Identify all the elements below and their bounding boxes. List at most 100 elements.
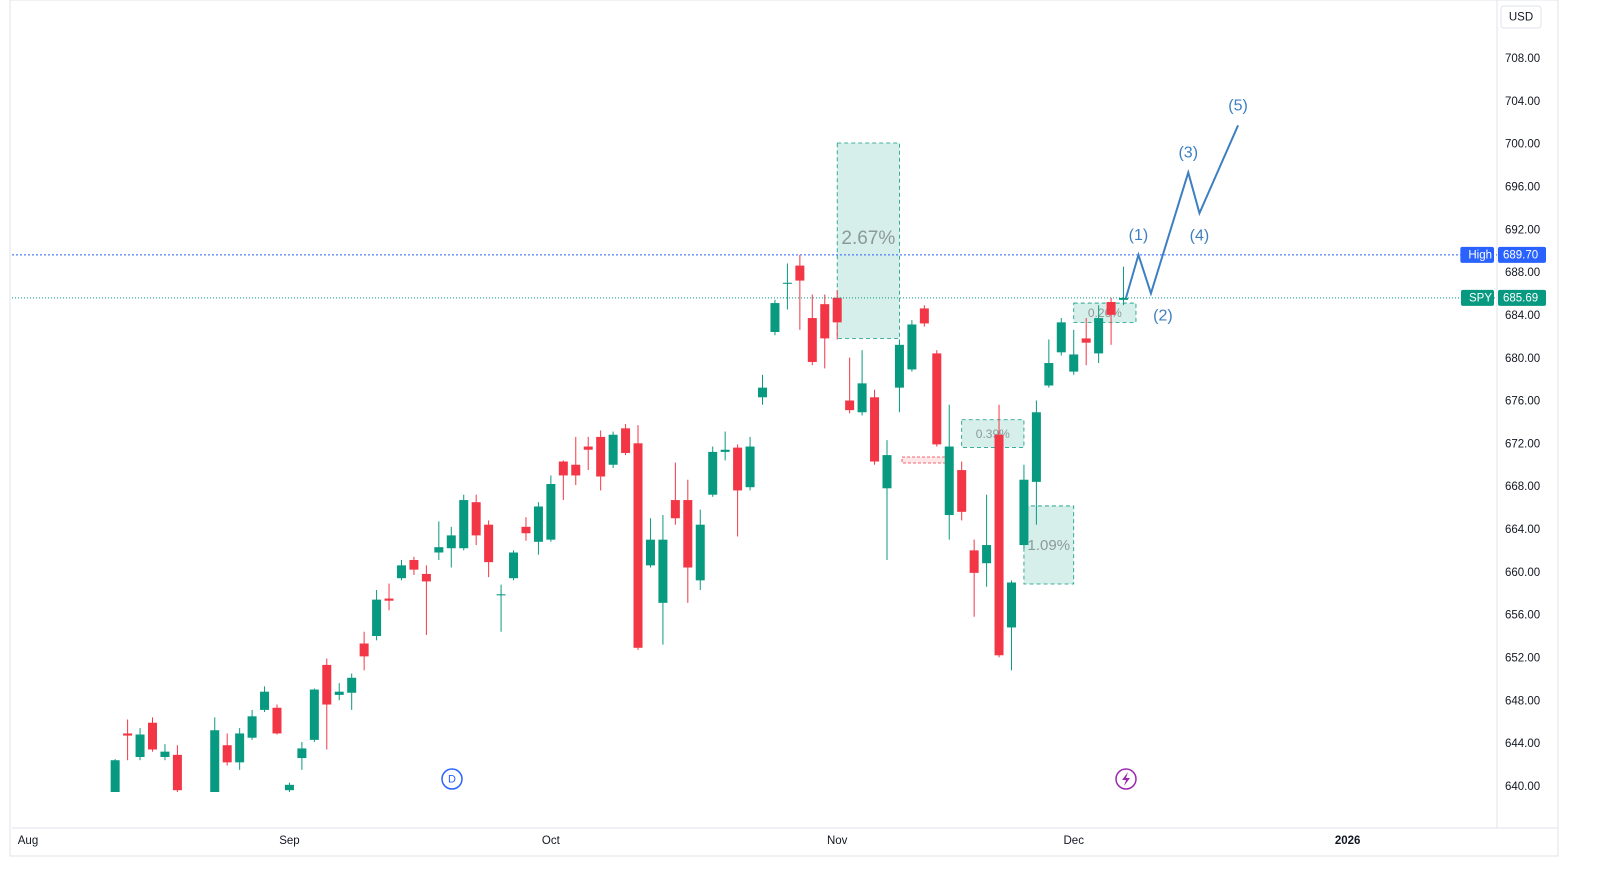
candle-body xyxy=(434,547,444,553)
measure-box xyxy=(1023,505,1075,585)
measure-box xyxy=(836,142,900,339)
y-tick-label: 648.00 xyxy=(1505,695,1540,707)
measure-label: 2.67% xyxy=(841,228,895,249)
candle-body xyxy=(882,455,892,489)
axes: 640.00 644.00 648.00 652.00 656.00 660.00 664.… xyxy=(18,53,1546,847)
candle-body xyxy=(571,464,581,476)
candle-body xyxy=(957,470,967,512)
candle-body xyxy=(633,443,643,648)
candle-body xyxy=(608,434,618,465)
price-line-name: SPY xyxy=(1469,292,1492,304)
candle-body xyxy=(994,434,1004,656)
candle-body xyxy=(484,524,494,563)
candle-body xyxy=(459,500,469,549)
candle-body xyxy=(1019,479,1029,546)
candle-body xyxy=(720,449,730,452)
y-tick-label: 660.00 xyxy=(1505,567,1540,579)
candle-body xyxy=(919,308,929,324)
measure-label: 0.26% xyxy=(1088,306,1122,320)
candle-body xyxy=(235,733,245,763)
wave-label: (3) xyxy=(1178,145,1198,162)
candle-body xyxy=(795,265,805,281)
candle-body xyxy=(533,506,543,542)
candle-body xyxy=(621,428,631,453)
x-tick-label: Nov xyxy=(827,835,848,847)
candle-body xyxy=(745,446,755,488)
pane: 2.67% 0.39% 1.09% 0.26% xyxy=(12,124,1497,792)
price-label: 689.70 xyxy=(1503,249,1538,261)
candle-body xyxy=(284,784,294,791)
candle-body xyxy=(1006,582,1016,628)
candle-body xyxy=(1031,412,1041,482)
candle-body xyxy=(521,526,531,534)
candle-body xyxy=(596,436,606,477)
y-tick-label: 676.00 xyxy=(1505,396,1540,408)
candle-body xyxy=(409,560,419,570)
y-tick-label: 688.00 xyxy=(1505,267,1540,279)
measure-box xyxy=(1073,302,1137,323)
wave-label: (1) xyxy=(1129,227,1149,244)
candle-body xyxy=(944,446,954,516)
candle-body xyxy=(695,524,705,581)
candle-body xyxy=(509,552,519,579)
candle-body xyxy=(770,303,780,332)
candle-body xyxy=(372,599,382,637)
candle-body xyxy=(1056,322,1066,353)
currency-box[interactable] xyxy=(1500,5,1542,29)
wave-label: (2) xyxy=(1153,308,1173,325)
candle-body xyxy=(322,664,332,705)
candle-body xyxy=(135,734,145,757)
candle-body xyxy=(172,754,182,791)
candle-body xyxy=(894,344,904,388)
candle-body xyxy=(1094,318,1104,354)
y-tick-label: 700.00 xyxy=(1505,139,1540,151)
candle-body xyxy=(969,550,979,573)
candle-body xyxy=(807,318,817,362)
candle-body xyxy=(359,643,369,657)
candle-body xyxy=(782,282,792,284)
candle-body xyxy=(870,397,880,462)
wave-line xyxy=(1125,124,1239,299)
frame xyxy=(9,0,1559,857)
y-tick-label: 672.00 xyxy=(1505,438,1540,450)
candle-body xyxy=(247,716,257,738)
candle-body xyxy=(384,598,394,601)
candle-body xyxy=(260,691,270,710)
candle-body xyxy=(1106,302,1116,315)
measure-box xyxy=(961,419,1025,449)
candle-body xyxy=(658,539,668,603)
candle-body xyxy=(446,535,456,549)
candle-body xyxy=(123,733,133,736)
drawing-box xyxy=(901,456,952,464)
candle-body xyxy=(558,461,568,476)
candle-body xyxy=(546,484,556,540)
candle-body xyxy=(210,730,220,792)
currency: USD xyxy=(1509,12,1533,24)
candle-body xyxy=(733,447,743,491)
price-line-name: High xyxy=(1468,249,1492,261)
candle-body xyxy=(645,539,655,566)
candle-body xyxy=(1069,354,1079,372)
candle-body xyxy=(160,751,170,757)
dividend-icon[interactable] xyxy=(441,768,463,790)
candle-body xyxy=(1044,363,1054,386)
y-tick-label: 664.00 xyxy=(1505,524,1540,536)
candle-body xyxy=(396,565,406,579)
y-tick-label: 704.00 xyxy=(1505,96,1540,108)
y-tick-label: 656.00 xyxy=(1505,610,1540,622)
candle-body xyxy=(334,691,344,695)
y-tick-label: 696.00 xyxy=(1505,181,1540,193)
price-line-name-box xyxy=(1460,246,1494,263)
y-tick-label: 680.00 xyxy=(1505,353,1540,365)
price-label-box xyxy=(1498,246,1546,263)
y-tick-label: 640.00 xyxy=(1505,781,1540,793)
candle-body xyxy=(857,383,867,413)
candle-body xyxy=(347,677,357,693)
candle-body xyxy=(907,324,917,370)
x-tick-label: Dec xyxy=(1064,835,1085,847)
candle-body xyxy=(1119,297,1129,300)
candle-body xyxy=(758,387,768,398)
dividend-label: D xyxy=(448,773,456,785)
candle-body xyxy=(845,400,855,411)
